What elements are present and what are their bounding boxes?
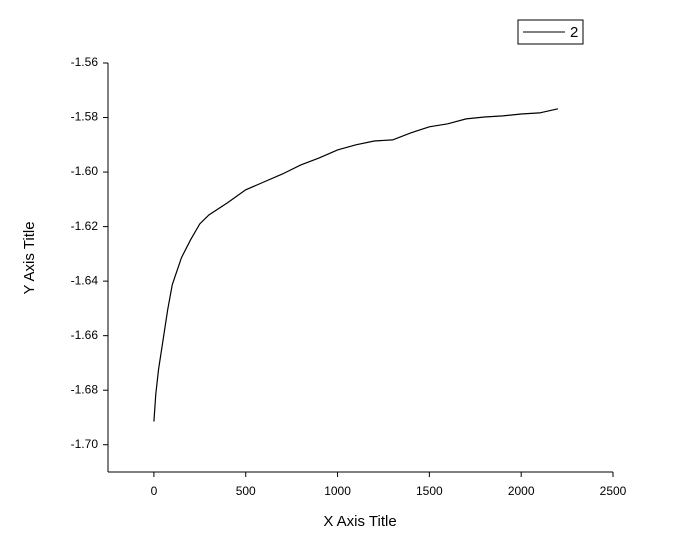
line-series — [153, 108, 559, 422]
y-tick-label: -1.56 — [71, 55, 99, 69]
x-tick-label: 1500 — [416, 484, 443, 498]
y-tick-label: -1.68 — [71, 382, 99, 396]
y-tick-label: -1.66 — [71, 328, 99, 342]
x-tick-label: 1000 — [324, 484, 351, 498]
x-tick-label: 2500 — [600, 484, 627, 498]
y-tick-label: -1.70 — [71, 437, 99, 451]
x-tick-label: 500 — [236, 484, 256, 498]
x-tick-label: 0 — [151, 484, 158, 498]
x-tick-label: 2000 — [508, 484, 535, 498]
y-tick-label: -1.62 — [71, 219, 99, 233]
y-tick-label: -1.60 — [71, 164, 99, 178]
legend-text: 2 — [570, 24, 578, 41]
x-axis-title: X Axis Title — [323, 513, 396, 530]
y-tick-label: -1.64 — [71, 273, 99, 287]
y-tick-label: -1.58 — [71, 110, 99, 124]
y-axis-title: Y Axis Title — [21, 221, 38, 294]
